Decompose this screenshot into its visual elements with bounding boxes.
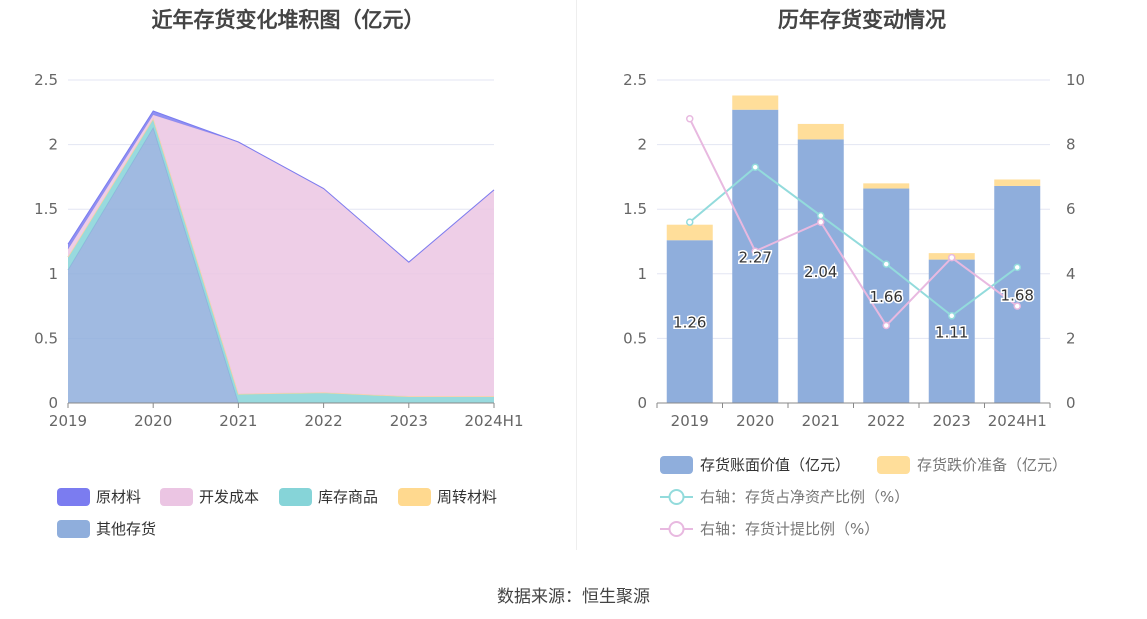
bar-存货跌价准备（亿元） (863, 183, 910, 189)
line-point (817, 211, 825, 220)
stacked-area-chart: 0 0.5 1 1.5 2 2.5 2019 2020 2021 2022 2023 2024H1 原材… (34, 71, 524, 538)
bar-存货账面价值（亿元） (928, 259, 975, 403)
x-tick-label: 2024H1 (465, 412, 524, 430)
y2-tick-label: 10 (1066, 71, 1085, 89)
y2-tick-label: 4 (1066, 265, 1076, 283)
area-其他存货 (68, 127, 494, 403)
panel-divider (576, 0, 577, 550)
area-开发成本 (68, 114, 494, 397)
x-tick-label: 2019 (671, 412, 709, 430)
x-tick-label: 2023 (933, 412, 971, 430)
bar-value-label: 2.04 (804, 263, 837, 281)
bar-存货账面价值（亿元） (732, 109, 779, 403)
area-edge-原材料 (67, 110, 495, 263)
y-tick-label: 1.5 (623, 200, 647, 218)
legend-swatch (660, 456, 693, 474)
x-tick-label: 2019 (49, 412, 87, 430)
line-point (751, 163, 759, 171)
left-chart-title: 近年存货变化堆积图（亿元） (151, 8, 425, 32)
line-point (948, 253, 956, 262)
y-tick-label: 0 (48, 394, 58, 412)
legend-label: 存货账面价值（亿元） (700, 456, 850, 474)
line-point (882, 260, 890, 268)
legend-line-marker (668, 489, 685, 505)
y-tick-label: 2.5 (34, 71, 58, 89)
y-tick-label: 0 (637, 394, 647, 412)
bar-value-label: 1.26 (673, 314, 706, 332)
x-tick-label: 2024H1 (988, 412, 1047, 430)
bar-存货账面价值（亿元） (666, 240, 713, 403)
line-point (751, 247, 759, 255)
legend-label: 开发成本 (199, 488, 259, 506)
bar-value-label: 2.27 (739, 248, 772, 266)
bar-value-label: 1.11 (935, 323, 968, 341)
x-tick-label: 2020 (736, 412, 774, 430)
data-source-text: 数据来源：恒生聚源 (497, 587, 650, 607)
bar-存货账面价值（亿元） (797, 139, 844, 403)
x-tick-label: 2023 (390, 412, 428, 430)
bar-存货跌价准备（亿元） (666, 224, 713, 241)
line-右轴：存货占净资产比例（%） (689, 165, 1018, 318)
legend-swatch (398, 488, 431, 506)
legend-swatch (57, 488, 90, 506)
y-tick-label: 2 (48, 136, 58, 154)
bar-存货账面价值（亿元） (863, 188, 910, 403)
line-右轴：存货计提比例（%） (688, 118, 1018, 328)
y-tick-label: 0.5 (34, 329, 58, 347)
legend-label: 右轴：存货计提比例（%） (700, 520, 879, 538)
bar-line-chart: 0 0.5 1 1.5 2 2.5 0 2 4 6 8 10 2019 2020 2021 2022 2023 2… (623, 71, 1085, 538)
legend-swatch (877, 456, 910, 474)
y-tick-label: 0.5 (623, 329, 647, 347)
legend-label: 库存商品 (318, 488, 378, 506)
x-tick-label: 2021 (219, 412, 257, 430)
y2-tick-label: 8 (1066, 136, 1076, 154)
y-tick-label: 1.5 (34, 200, 58, 218)
y-tick-label: 2 (637, 136, 647, 154)
y2-tick-label: 2 (1066, 329, 1076, 347)
y-tick-label: 2.5 (623, 71, 647, 89)
line-point (817, 218, 825, 226)
legend-label: 其他存货 (96, 520, 156, 538)
legend-swatch (279, 488, 312, 506)
y-tick-label: 1 (637, 265, 647, 283)
legend-swatch (57, 520, 90, 538)
bar-存货跌价准备（亿元） (732, 95, 779, 110)
bar-value-label: 1.68 (1001, 286, 1034, 304)
x-tick-label: 2022 (867, 412, 905, 430)
right-chart-title: 历年存货变动情况 (778, 8, 946, 32)
line-point (1013, 302, 1021, 310)
line-point (686, 115, 694, 123)
legend-label: 存货跌价准备（亿元） (917, 456, 1067, 474)
line-point (1013, 263, 1021, 272)
line-point (948, 312, 956, 320)
bar-value-label: 1.66 (870, 288, 903, 306)
y2-tick-label: 6 (1066, 200, 1076, 218)
y-tick-label: 1 (48, 265, 58, 283)
y2-tick-label: 0 (1066, 394, 1076, 412)
bar-line-chart-panel: 历年存货变动情况 0 0.5 1 1.5 2 2.5 0 2 4 6 8 10 2019 2020 2021… (577, 0, 1147, 550)
x-tick-label: 2021 (802, 412, 840, 430)
legend-line-marker (668, 521, 685, 537)
stacked-area-chart-panel: 近年存货变化堆积图（亿元） 0 0.5 1 1.5 2 2.5 2019 2020 2021 20… (0, 0, 576, 550)
x-tick-label: 2022 (305, 412, 343, 430)
line-point (882, 321, 890, 330)
line-point (686, 218, 694, 226)
legend-swatch (160, 488, 193, 506)
legend-label: 周转材料 (437, 488, 497, 506)
bar-存货跌价准备（亿元） (797, 123, 844, 140)
legend-label: 原材料 (96, 488, 141, 506)
legend-label: 右轴：存货占净资产比例（%） (700, 488, 909, 506)
area-库存商品 (68, 118, 494, 403)
x-tick-label: 2020 (134, 412, 172, 430)
bar-存货跌价准备（亿元） (994, 179, 1041, 186)
